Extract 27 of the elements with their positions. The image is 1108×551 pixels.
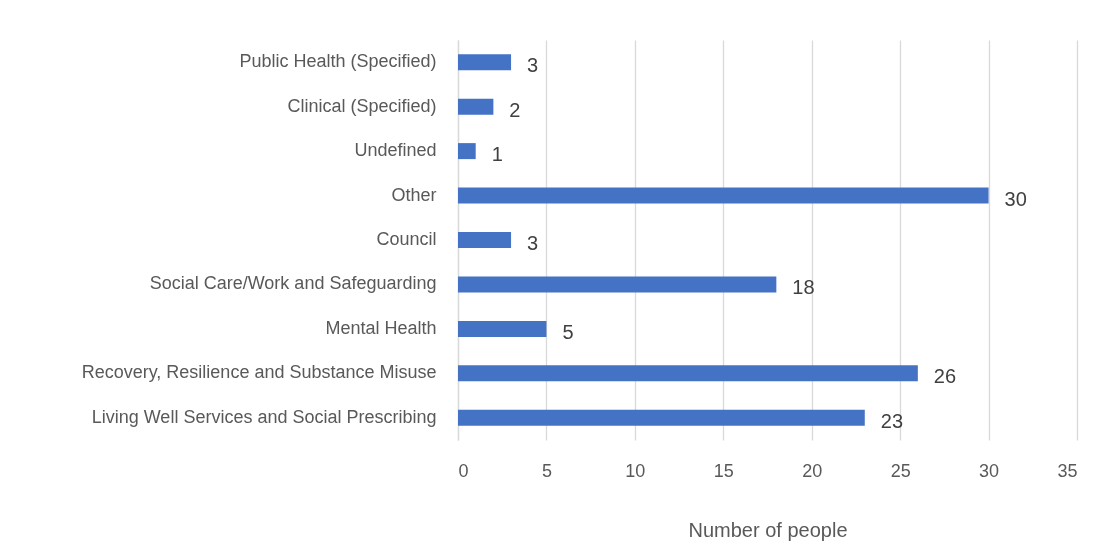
- data-label: 2: [509, 98, 521, 121]
- data-label: 26: [933, 365, 957, 388]
- y-tick-label: Social Care/Work and Safeguarding: [149, 273, 437, 294]
- data-label: 5: [562, 320, 574, 343]
- y-tick-label: Undefined: [354, 140, 437, 161]
- x-axis-title: Number of people: [688, 518, 848, 541]
- y-tick-label: Recovery, Resilience and Substance Misuse: [81, 362, 437, 383]
- x-tick-label: 20: [802, 460, 823, 481]
- y-tick-label: Mental Health: [325, 317, 437, 338]
- y-tick-label: Clinical (Specified): [287, 95, 437, 116]
- x-tick-label: 5: [541, 460, 552, 481]
- data-label: 18: [792, 276, 815, 299]
- y-tick-label: Other: [391, 184, 437, 205]
- y-tick-label: Public Health (Specified): [239, 51, 437, 72]
- y-tick-label: Living Well Services and Social Prescribing: [91, 406, 437, 427]
- x-tick-label: 0: [458, 460, 469, 481]
- y-tick-label: Council: [376, 229, 437, 249]
- x-tick-label: 35: [1057, 460, 1078, 481]
- x-tick-label: 15: [713, 460, 734, 481]
- x-tick-label: 10: [625, 460, 646, 481]
- x-tick-label: 25: [890, 460, 911, 481]
- data-label: 3: [527, 232, 539, 254]
- data-label: 30: [1004, 187, 1027, 210]
- x-tick-label: 30: [979, 460, 1000, 481]
- data-label: 1: [491, 143, 503, 166]
- data-label: 23: [880, 409, 904, 432]
- data-label: 3: [527, 54, 539, 77]
